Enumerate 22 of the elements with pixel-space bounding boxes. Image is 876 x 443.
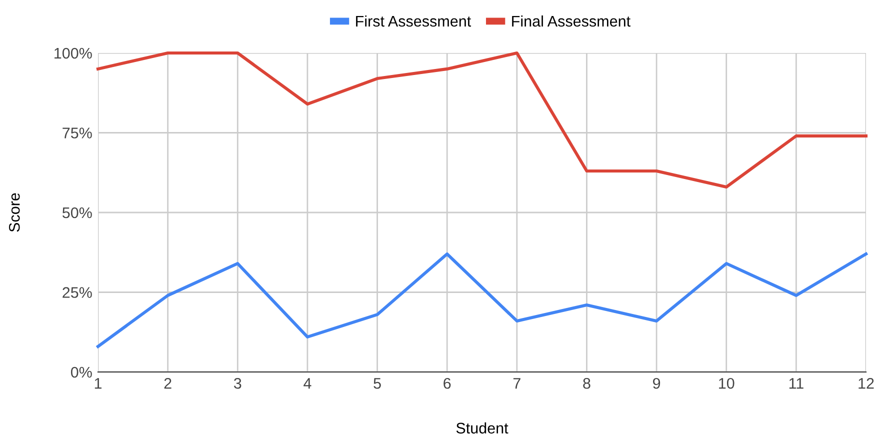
- y-tick-label: 25%: [62, 287, 92, 298]
- legend-label: Final Assessment: [512, 15, 630, 27]
- line-series: [96, 252, 868, 348]
- y-axis-title: Score: [8, 193, 20, 232]
- x-tick-label: 7: [513, 378, 520, 389]
- x-tick-label: 3: [234, 378, 242, 389]
- x-tick-label: 1: [94, 378, 102, 389]
- x-tick-label: 2: [164, 378, 172, 389]
- x-axis-title: Student: [456, 422, 508, 434]
- x-tick-label: 8: [583, 378, 590, 389]
- y-tick-label: 100%: [54, 48, 92, 59]
- y-tick-label: 75%: [62, 128, 92, 138]
- legend-label: First Assessment: [356, 15, 472, 27]
- y-tick-label: 0%: [70, 366, 92, 378]
- x-tick-label: 11: [789, 378, 804, 389]
- x-tick-label: 12: [858, 378, 874, 389]
- x-tick-label: 5: [374, 378, 381, 389]
- x-tick-label: 10: [719, 378, 734, 389]
- y-tick-label: 50%: [62, 207, 92, 218]
- x-tick-label: 9: [653, 378, 660, 389]
- x-tick-label: 4: [304, 378, 312, 389]
- x-tick-label: 6: [444, 378, 451, 389]
